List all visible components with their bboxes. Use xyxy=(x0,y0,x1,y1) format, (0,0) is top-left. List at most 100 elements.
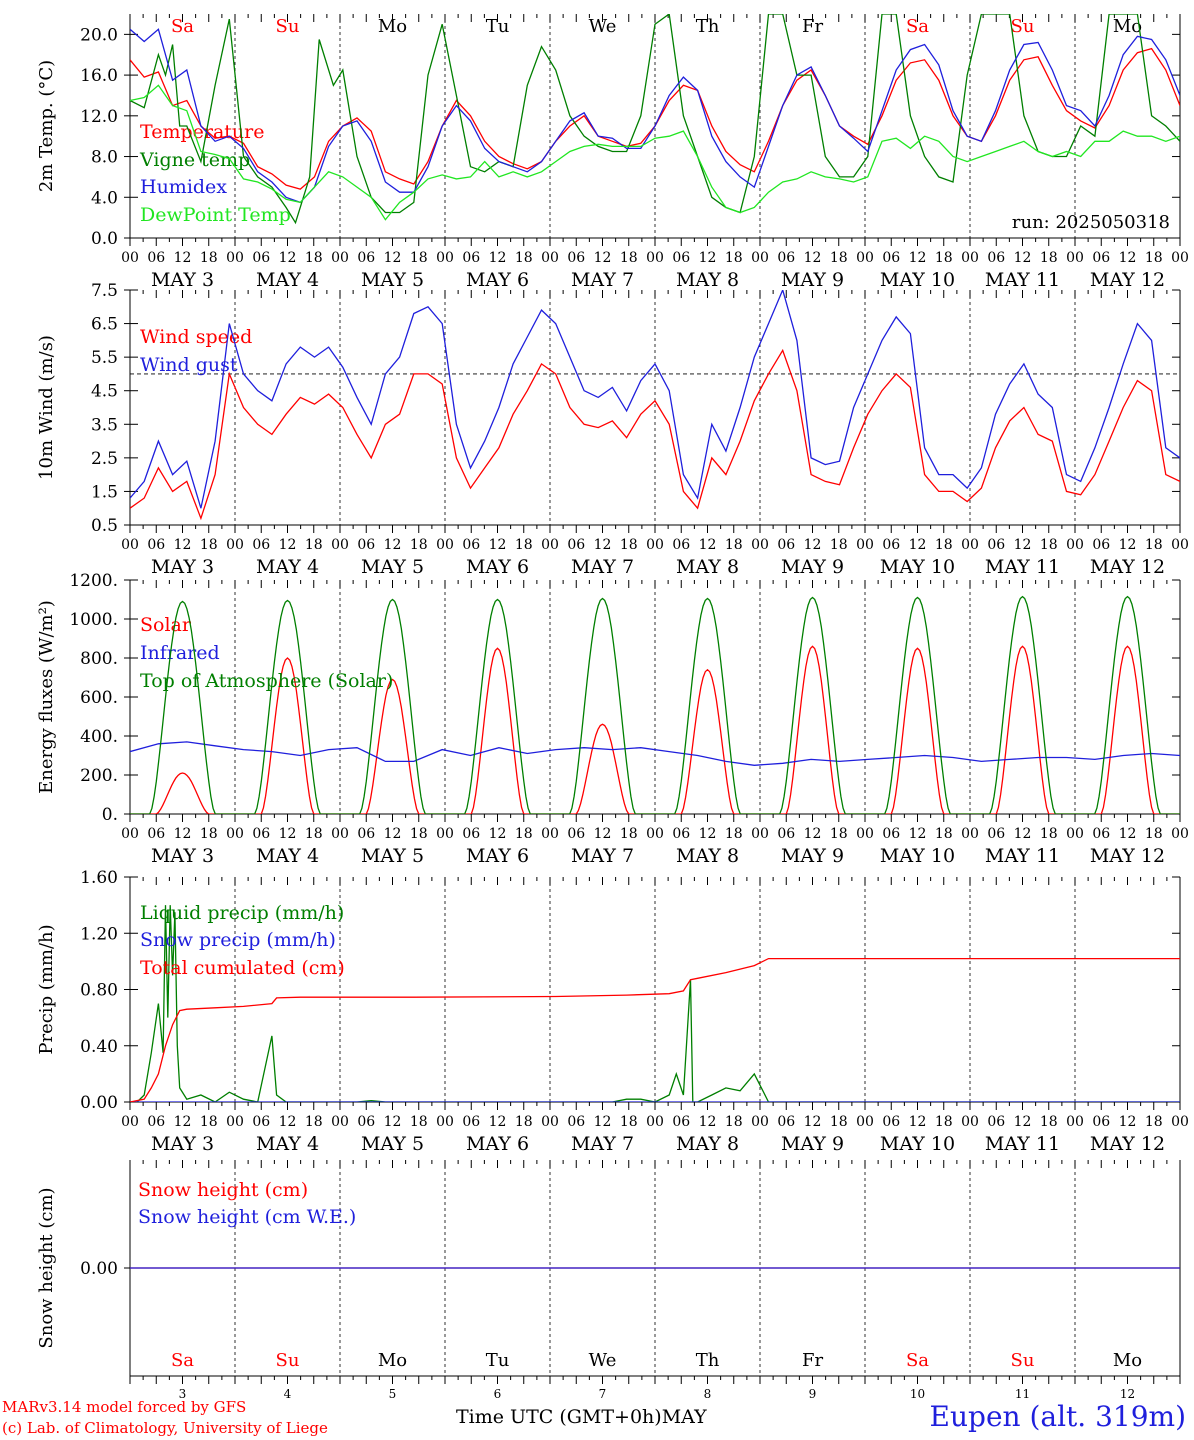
hour-tick-label: 00 xyxy=(331,537,349,553)
y-tick-label: 0.00 xyxy=(80,1259,118,1279)
hour-tick-label: 00 xyxy=(1066,1114,1084,1130)
day-name-label: Su xyxy=(276,16,300,37)
hour-tick-label: 12 xyxy=(279,826,297,842)
hour-tick-label: 12 xyxy=(1119,826,1137,842)
hour-tick-label: 12 xyxy=(594,537,612,553)
hour-tick-label: 06 xyxy=(357,250,375,266)
run-annotation: run: 2025050318 xyxy=(1012,212,1170,233)
hour-tick-label: 00 xyxy=(646,537,664,553)
hour-tick-label: 12 xyxy=(489,826,507,842)
hour-tick-label: 00 xyxy=(856,1114,874,1130)
y-tick-label: 1000. xyxy=(69,610,118,630)
hour-tick-label: 00 xyxy=(856,826,874,842)
hour-tick-label: 06 xyxy=(777,1114,795,1130)
date-label: MAY 9 xyxy=(781,1133,844,1155)
hour-tick-label: 00 xyxy=(226,1114,244,1130)
hour-tick-label: 12 xyxy=(489,537,507,553)
hour-tick-label: 18 xyxy=(620,250,638,266)
day-number-label: 4 xyxy=(284,1387,292,1401)
hour-tick-label: 12 xyxy=(279,250,297,266)
hour-tick-label: 18 xyxy=(830,250,848,266)
hour-tick-label: 12 xyxy=(909,250,927,266)
y-tick-label: 1.5 xyxy=(91,482,118,502)
date-label: MAY 6 xyxy=(466,556,529,578)
hour-tick-label: 06 xyxy=(462,826,480,842)
hour-tick-label: 06 xyxy=(147,537,165,553)
hour-tick-label: 12 xyxy=(804,250,822,266)
hour-tick-label: 00 xyxy=(961,250,979,266)
hour-tick-label: 00 xyxy=(1171,826,1189,842)
y-tick-label: 200. xyxy=(80,766,118,786)
panel-1: 0.0 4.0 8.0 12.0 16.0 20.0 2m Temp. (°C) 00 06 12… xyxy=(36,14,1189,291)
date-label: MAY 5 xyxy=(361,269,424,291)
hour-tick-label: 12 xyxy=(174,826,192,842)
date-label: MAY 5 xyxy=(361,1133,424,1155)
date-label: MAY 6 xyxy=(466,269,529,291)
hour-tick-label: 06 xyxy=(462,1114,480,1130)
hour-tick-label: 06 xyxy=(357,1114,375,1130)
hour-tick-label: 12 xyxy=(699,537,717,553)
hour-tick-label: 06 xyxy=(777,250,795,266)
day-number-label: 8 xyxy=(704,1387,712,1401)
hour-tick-label: 00 xyxy=(856,537,874,553)
hour-tick-label: 00 xyxy=(646,1114,664,1130)
hour-tick-label: 00 xyxy=(121,537,139,553)
date-label: MAY 7 xyxy=(571,1133,634,1155)
day-name-label: Sa xyxy=(171,16,194,37)
hour-tick-label: 00 xyxy=(1066,250,1084,266)
hour-tick-label: 18 xyxy=(725,826,743,842)
hour-tick-label: 18 xyxy=(830,537,848,553)
hour-tick-label: 12 xyxy=(699,1114,717,1130)
hour-tick-label: 00 xyxy=(226,826,244,842)
legend-entry: Top of Atmosphere (Solar) xyxy=(140,670,393,692)
y-tick-label: 7.5 xyxy=(91,281,118,301)
credit-line-1: MARv3.14 model forced by GFS xyxy=(2,1398,247,1416)
date-label: MAY 10 xyxy=(880,269,955,291)
date-label: MAY 4 xyxy=(256,1133,319,1155)
day-name-label: Sa xyxy=(906,16,929,37)
hour-tick-label: 12 xyxy=(699,250,717,266)
y-tick-label: 20.0 xyxy=(80,25,118,45)
legend-entry: Total cumulated (cm) xyxy=(140,957,345,979)
date-label: MAY 9 xyxy=(781,269,844,291)
day-number-label: 7 xyxy=(599,1387,607,1401)
hour-tick-label: 18 xyxy=(1040,826,1058,842)
hour-tick-label: 06 xyxy=(672,250,690,266)
date-label: MAY 5 xyxy=(361,845,424,867)
legend-entry: Wind gust xyxy=(140,354,238,376)
day-name-label: Su xyxy=(1011,1350,1035,1371)
hour-tick-label: 12 xyxy=(1014,537,1032,553)
panel-3: 0. 200. 400. 600. 800. 1000. 1200. Energy fluxe… xyxy=(36,571,1189,867)
series-line-liquid-precip-mm-h- xyxy=(130,905,1180,1102)
y-tick-label: 1.60 xyxy=(80,868,118,888)
day-name-label: Th xyxy=(696,16,720,37)
hour-tick-label: 12 xyxy=(804,1114,822,1130)
date-label: MAY 5 xyxy=(361,556,424,578)
y-axis-label: 10m Wind (m/s) xyxy=(36,335,57,480)
hour-tick-label: 18 xyxy=(725,537,743,553)
hour-tick-label: 06 xyxy=(882,826,900,842)
date-label: MAY 8 xyxy=(676,845,739,867)
date-label: MAY 6 xyxy=(466,845,529,867)
date-label: MAY 4 xyxy=(256,269,319,291)
y-tick-label: 0.40 xyxy=(80,1037,118,1057)
hour-tick-label: 06 xyxy=(987,250,1005,266)
hour-tick-label: 00 xyxy=(436,537,454,553)
hour-tick-label: 00 xyxy=(541,826,559,842)
hour-tick-label: 18 xyxy=(620,826,638,842)
hour-tick-label: 18 xyxy=(1040,537,1058,553)
day-name-label: Tu xyxy=(486,16,510,37)
y-tick-label: 600. xyxy=(80,688,118,708)
hour-tick-label: 12 xyxy=(909,826,927,842)
series-line-wind-speed xyxy=(130,348,1180,521)
series-line-wind-gust xyxy=(130,290,1180,509)
y-tick-label: 6.5 xyxy=(91,315,118,335)
date-label: MAY 12 xyxy=(1090,1133,1165,1155)
hour-tick-label: 12 xyxy=(489,1114,507,1130)
hour-tick-label: 18 xyxy=(200,1114,218,1130)
hour-tick-label: 00 xyxy=(541,1114,559,1130)
date-label: MAY 11 xyxy=(985,556,1060,578)
date-label: MAY 12 xyxy=(1090,556,1165,578)
hour-tick-label: 12 xyxy=(384,826,402,842)
time-axis-text: Time UTC (GMT+0h) xyxy=(456,1406,662,1428)
